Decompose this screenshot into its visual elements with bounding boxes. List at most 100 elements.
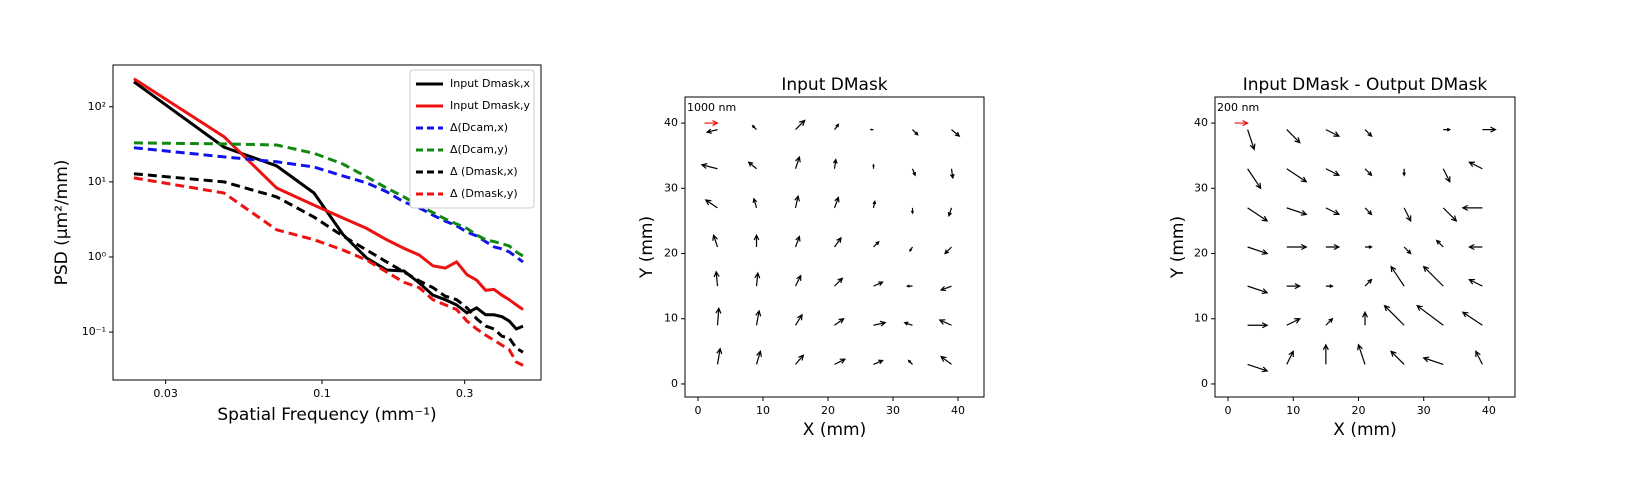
arrow [754,271,761,287]
arrow [1325,284,1334,288]
y-axis-label: Y (mm) [637,216,657,279]
arrow [1286,283,1302,290]
x-axis-label: X (mm) [1333,420,1396,440]
arrow [1416,304,1444,326]
y-tick-label: 10⁰ [88,250,107,263]
arrow [873,359,884,365]
arrow [1475,350,1483,365]
arrow [705,128,718,134]
arrow [795,354,805,365]
arrow [1247,129,1256,151]
arrow [912,129,919,136]
arrow [753,233,760,247]
legend-label: Δ(Dcam,y) [450,143,508,156]
x-tick-label: 0.1 [313,387,331,400]
arrow [1286,243,1308,251]
arrow [794,313,803,326]
plot-area [684,96,985,398]
arrow [751,124,757,131]
legend-label: Δ (Dmask,y) [450,187,518,200]
arrow [1364,207,1373,216]
arrow [1468,279,1483,287]
arrow [712,233,719,248]
arrow [700,163,718,170]
x-tick-label: 40 [1482,404,1496,417]
arrow [834,358,847,365]
arrow [940,355,952,365]
legend-label: Δ (Dmask,x) [450,165,518,178]
arrow [1247,168,1262,190]
arrow [1247,207,1269,222]
arrow [1461,311,1483,326]
x-tick-label: 40 [951,404,965,417]
arrow [1325,129,1341,137]
arrow [949,168,955,180]
x-tick-label: 0.03 [153,387,178,400]
arrow [755,350,762,365]
arrow [1247,285,1269,295]
x-tick-label: 20 [1351,404,1365,417]
arrow [795,119,806,131]
key-label: 1000 nm [687,101,736,114]
y-tick-label: 10 [1194,312,1208,325]
arrow [951,129,961,137]
arrow [1286,350,1294,365]
arrow [873,320,887,327]
series-line [133,172,524,354]
series-line [133,146,524,264]
arrow [944,246,952,255]
x-tick-label: 0 [695,404,702,417]
arrow [1442,207,1458,222]
arrow [1286,318,1301,326]
arrow [747,161,757,170]
x-tick-label: 0.3 [456,387,474,400]
x-tick-label: 20 [821,404,835,417]
y-axis-label: Y (mm) [1168,216,1188,279]
series-line [133,141,524,258]
y-tick-label: 0 [1201,377,1208,390]
arrow [909,246,913,253]
chart-title: Input DMask [781,75,887,95]
arrow [1468,243,1483,251]
arrow [1325,207,1341,215]
arrow [716,347,723,365]
arrow [1383,304,1405,326]
arrow [834,236,842,248]
arrow [1442,168,1451,183]
key-label: 200 nm [1217,101,1259,114]
legend-label: Input Dmask,y [450,99,531,112]
arrow [911,168,916,177]
series-line [133,176,524,367]
y-tick-label: 10⁻¹ [82,325,106,338]
arrow [910,207,915,215]
y-tick-label: 30 [1194,181,1208,194]
arrow [794,194,800,208]
arrow [1482,126,1497,133]
arrow [873,240,880,248]
x-tick-label: 30 [886,404,900,417]
arrow [873,281,884,287]
y-tick-label: 0 [671,377,678,390]
series-line [133,80,524,331]
arrow [1357,343,1366,365]
y-axis-label: PSD (μm²/mm) [52,160,72,286]
arrow [715,306,722,326]
arrow [1403,207,1412,223]
arrow [1390,265,1405,287]
arrow [938,319,952,326]
arrow [1325,317,1334,326]
arrow [1461,204,1483,211]
x-tick-label: 10 [756,404,770,417]
arrow [872,200,877,208]
series-line [133,77,524,311]
arrow [905,284,913,288]
arrow [1422,356,1444,365]
x-axis-label: Spatial Frequency (mm⁻¹) [217,405,436,425]
arrow [794,274,802,287]
arrow [1247,322,1269,329]
y-tick-label: 10 [664,312,678,325]
arrow [1403,246,1412,255]
arrow [1286,129,1301,144]
arrow [1322,343,1329,365]
arrow [939,285,952,292]
